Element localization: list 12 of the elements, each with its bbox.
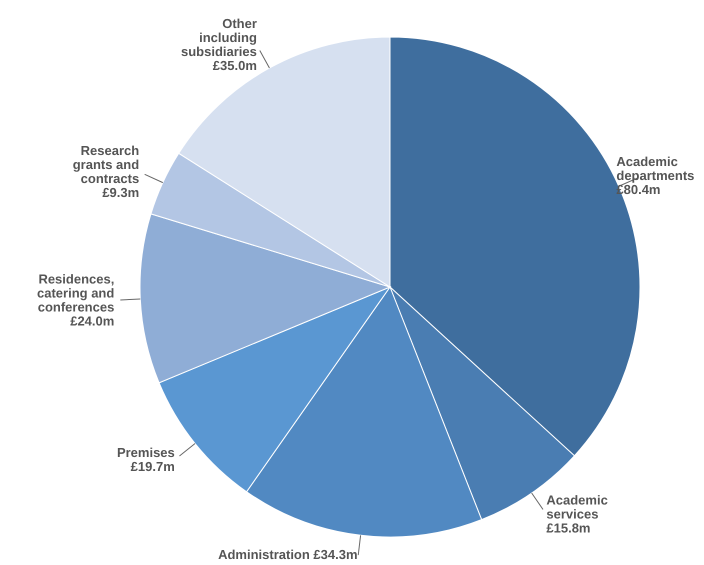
slice-label: Academic departments: [616, 154, 694, 183]
slice-label: Residences, catering and conferences: [37, 271, 114, 314]
slice-label: Premises: [116, 444, 175, 460]
data-label: £15.8m: [546, 520, 590, 536]
data-label: £35.0m: [212, 58, 257, 74]
slice-label: Other including subsidiaries: [181, 16, 257, 60]
slice-label: Administration £34.3m: [218, 547, 358, 562]
data-label: £9.3m: [102, 184, 140, 200]
slice-label: Academic services: [546, 492, 608, 522]
slice-label: Research grants and contracts: [72, 142, 140, 186]
data-label: £24.0m: [70, 313, 114, 328]
data-label: £19.7m: [130, 458, 175, 474]
